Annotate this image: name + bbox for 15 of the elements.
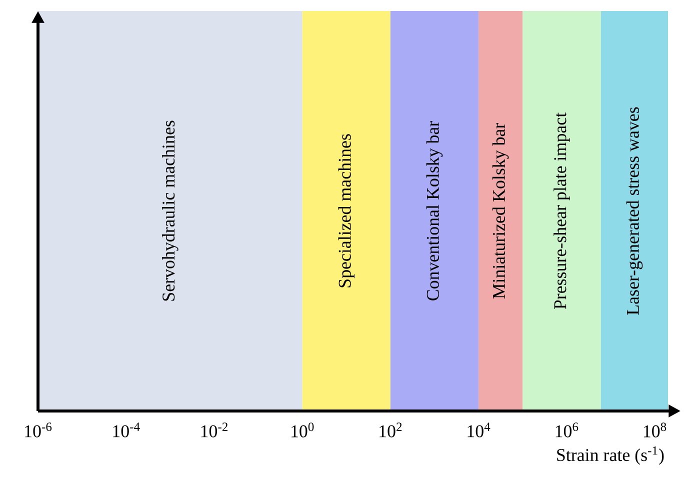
series-label: Pressure-shear plate impact <box>554 112 570 310</box>
x-tick-label: 10$^{-4}$ <box>113 422 140 438</box>
series-label: Servohydraulic machines <box>162 120 178 301</box>
x-tick-label: 10$^{4}$ <box>468 422 490 438</box>
series-label: Conventional Kolsky bar <box>426 120 443 300</box>
x-tick-label: 10$^{-2}$ <box>201 422 228 438</box>
series-label: Specialized machines <box>338 134 354 288</box>
x-axis-title: Strain rate (s$^{-1}$) <box>557 446 664 465</box>
x-tick-label: 10$^{0}$ <box>292 422 314 438</box>
series-label: Miniaturized Kolsky bar <box>492 122 509 299</box>
x-tick-label: 10$^{6}$ <box>556 422 578 438</box>
x-tick-label: 10$^{-6}$ <box>25 422 52 438</box>
series-label: Laser-generated stress waves <box>626 107 643 315</box>
x-tick-label: 10$^{2}$ <box>380 422 402 438</box>
x-tick-label: 10$^{8}$ <box>644 422 666 438</box>
